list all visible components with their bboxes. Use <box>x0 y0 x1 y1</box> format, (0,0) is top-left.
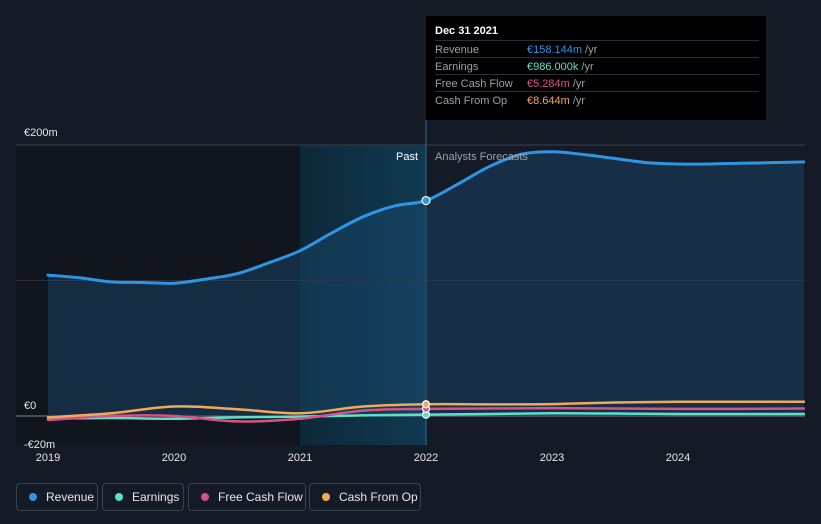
tooltip-row-earnings: Earnings €986.000k/yr <box>435 57 759 75</box>
tooltip-value-wrapper: €986.000k/yr <box>527 61 594 73</box>
x-tick-label: 2020 <box>162 452 186 464</box>
tooltip-value: €158.144m <box>527 44 583 56</box>
x-tick-label: 2023 <box>540 452 564 464</box>
revenue-marker <box>421 195 431 206</box>
y-label-negative: -€20m <box>24 439 55 451</box>
tooltip-unit: /yr <box>581 61 594 73</box>
legend-item-free-cash-flow[interactable]: Free Cash Flow <box>188 483 306 511</box>
tooltip-value-wrapper: €158.144m/yr <box>527 44 597 56</box>
earnings-dot-icon <box>115 493 123 501</box>
tooltip-label: Cash From Op <box>435 95 508 107</box>
past-label: Past <box>396 151 418 163</box>
tooltip-unit: /yr <box>572 95 586 107</box>
cash-from-op-dot-icon <box>322 493 330 501</box>
tooltip-value: €986.000k <box>527 61 579 73</box>
legend-item-cash-from-op[interactable]: Cash From Op <box>309 483 421 511</box>
tooltip-label: Free Cash Flow <box>435 78 513 90</box>
tooltip-row-revenue: Revenue €158.144m/yr <box>435 40 759 58</box>
x-tick-label: 2019 <box>36 452 60 464</box>
cash-from-op-marker <box>421 400 431 409</box>
revenue-area <box>48 151 804 416</box>
x-tick-label: 2024 <box>666 452 690 464</box>
legend-label: Revenue <box>46 490 95 504</box>
free-cash-flow-dot-icon <box>201 493 209 501</box>
recent-past-highlight <box>300 145 426 445</box>
tooltip: Dec 31 2021 Revenue €158.144m/yr Earning… <box>426 16 766 120</box>
legend-label: Free Cash Flow <box>218 490 303 504</box>
tooltip-value: €8.644m <box>527 95 570 107</box>
y-label-zero: €0 <box>24 400 36 412</box>
legend-label: Earnings <box>132 490 180 504</box>
x-tick-label: 2021 <box>288 452 312 464</box>
tooltip-row-cash-from-op: Cash From Op €8.644m/yr <box>435 91 759 109</box>
tooltip-value-wrapper: €5.284m/yr <box>527 78 585 90</box>
forecast-label: Analysts Forecasts <box>435 151 528 163</box>
legend-label: Cash From Op <box>339 490 418 504</box>
tooltip-value-wrapper: €8.644m/yr <box>527 95 585 107</box>
legend-item-revenue[interactable]: Revenue <box>16 483 98 511</box>
revenue-dot-icon <box>29 493 37 501</box>
x-tick-label: 2022 <box>414 452 438 464</box>
tooltip-unit: /yr <box>572 78 586 90</box>
y-label-top: €200m <box>24 127 58 139</box>
tooltip-label: Revenue <box>435 44 480 56</box>
tooltip-unit: /yr <box>585 44 598 56</box>
tooltip-row-free-cash-flow: Free Cash Flow €5.284m/yr <box>435 74 759 92</box>
tooltip-value: €5.284m <box>527 78 570 90</box>
tooltip-label: Earnings <box>435 61 479 73</box>
legend-item-earnings[interactable]: Earnings <box>102 483 184 511</box>
tooltip-date: Dec 31 2021 <box>435 25 498 37</box>
